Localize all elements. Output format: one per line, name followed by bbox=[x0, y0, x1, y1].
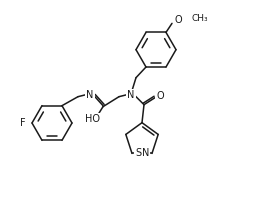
Text: N: N bbox=[142, 148, 149, 158]
Text: O: O bbox=[156, 91, 164, 101]
Text: N: N bbox=[86, 90, 94, 100]
Text: O: O bbox=[174, 15, 182, 25]
Text: F: F bbox=[20, 118, 26, 128]
Text: S: S bbox=[135, 148, 141, 158]
Text: HO: HO bbox=[85, 114, 99, 124]
Text: N: N bbox=[127, 90, 135, 100]
Text: CH₃: CH₃ bbox=[192, 14, 209, 23]
